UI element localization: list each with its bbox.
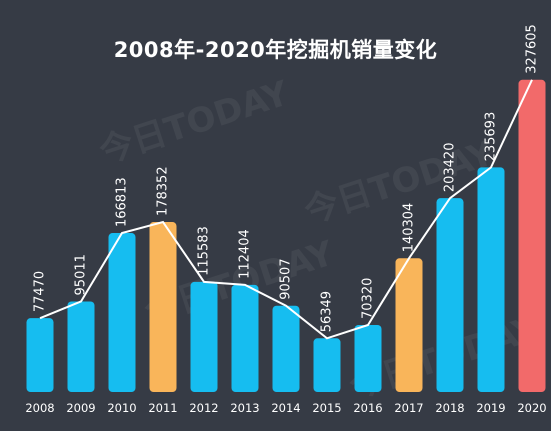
tick-label-2015: 2015 — [312, 401, 341, 415]
chart-title: 2008年-2020年挖掘机销量变化 — [113, 38, 438, 62]
data-label-2015: 56349 — [320, 291, 335, 332]
bar-2010 — [108, 233, 136, 392]
tick-label-2013: 2013 — [230, 401, 259, 415]
bar-2011 — [149, 222, 177, 392]
tick-label-2010: 2010 — [107, 401, 136, 415]
bar-2015 — [313, 338, 341, 392]
bar-2013 — [231, 284, 259, 392]
tick-label-2019: 2019 — [476, 401, 505, 415]
bar-2018 — [436, 198, 464, 392]
tick-label-2008: 2008 — [25, 401, 54, 415]
bar-2014 — [272, 305, 300, 392]
trend-line — [39, 79, 533, 340]
bar-2009 — [67, 301, 95, 392]
bar-2012 — [190, 281, 218, 392]
tick-label-2014: 2014 — [271, 401, 300, 415]
data-label-2010: 166813 — [115, 177, 130, 227]
tick-label-2017: 2017 — [394, 401, 423, 415]
tick-label-2020: 2020 — [517, 401, 546, 415]
data-label-2013: 112404 — [238, 229, 253, 279]
data-label-2016: 70320 — [361, 278, 376, 319]
data-label-2012: 115583 — [197, 226, 212, 276]
data-label-2008: 77470 — [33, 271, 48, 312]
tick-label-2016: 2016 — [353, 401, 382, 415]
data-label-2011: 178352 — [156, 166, 171, 216]
tick-label-2012: 2012 — [189, 401, 218, 415]
data-label-2019: 235693 — [484, 112, 499, 162]
bar-2019 — [477, 167, 505, 392]
bar-2017 — [395, 258, 423, 392]
data-label-2009: 95011 — [74, 254, 89, 295]
data-label-2017: 140304 — [402, 203, 417, 253]
bar-2020 — [518, 79, 546, 392]
tick-label-2011: 2011 — [148, 401, 177, 415]
data-label-2014: 90507 — [279, 258, 294, 299]
bar-2008 — [26, 318, 54, 392]
tick-label-2009: 2009 — [66, 401, 95, 415]
data-label-2018: 203420 — [443, 143, 458, 193]
tick-label-2018: 2018 — [435, 401, 464, 415]
bar-2016 — [354, 324, 382, 392]
data-label-2020: 327605 — [525, 24, 540, 74]
